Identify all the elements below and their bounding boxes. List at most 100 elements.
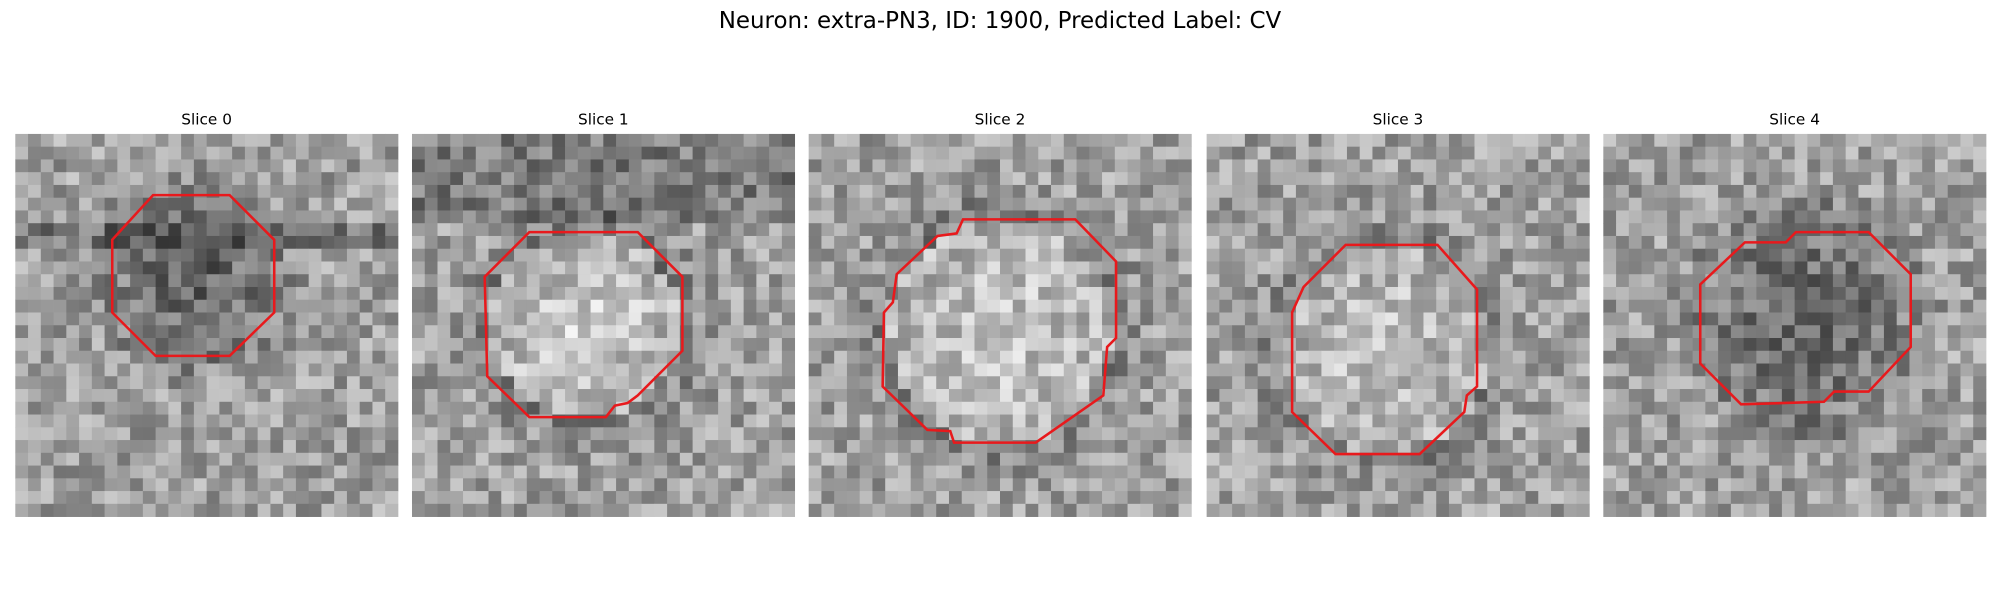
pixel <box>1718 363 1732 377</box>
pixel <box>1257 503 1271 517</box>
pixel <box>244 363 259 377</box>
pixel <box>1153 274 1167 288</box>
pixel <box>948 503 963 517</box>
pixel <box>1871 389 1885 403</box>
pixel <box>219 286 233 301</box>
pixel <box>168 338 182 352</box>
pixel <box>334 440 348 454</box>
pixel <box>117 274 131 288</box>
pixel <box>1461 478 1475 492</box>
pixel <box>1603 427 1617 441</box>
pixel <box>346 172 361 186</box>
pixel <box>424 248 438 262</box>
pixel <box>603 465 617 479</box>
pixel <box>359 261 373 275</box>
pixel <box>232 146 246 160</box>
pixel <box>552 350 566 364</box>
pixel <box>1883 210 1898 224</box>
pixel <box>1038 465 1052 479</box>
pixel <box>1679 350 1693 364</box>
pixel <box>104 159 118 173</box>
pixel <box>1934 503 1949 517</box>
pixel <box>821 350 835 364</box>
pixel <box>1628 338 1642 352</box>
pixel <box>1165 414 1179 428</box>
pixel <box>79 261 93 275</box>
pixel <box>526 146 540 160</box>
pixel <box>1756 299 1770 313</box>
pixel <box>1576 248 1590 262</box>
pixel <box>1448 401 1463 415</box>
pixel <box>1551 184 1565 199</box>
pixel <box>1423 325 1437 339</box>
pixel <box>385 503 399 517</box>
pixel <box>1346 491 1361 505</box>
pixel <box>769 440 783 454</box>
pixel <box>1063 146 1077 160</box>
pixel <box>219 414 233 428</box>
pixel <box>437 235 451 250</box>
pixel <box>66 427 80 441</box>
pixel <box>987 376 1001 390</box>
pixel <box>1896 133 1910 148</box>
pixel <box>756 197 770 211</box>
pixel <box>40 235 54 250</box>
pixel <box>1038 248 1052 262</box>
pixel <box>334 172 348 186</box>
pixel <box>948 299 963 313</box>
pixel <box>667 312 681 326</box>
pixel <box>948 286 963 301</box>
pixel <box>1756 325 1770 339</box>
pixel <box>1551 197 1565 211</box>
pixel <box>1283 184 1297 199</box>
pixel <box>1845 414 1859 428</box>
pixel <box>1270 401 1284 415</box>
pixel <box>1500 363 1514 377</box>
pixel <box>334 133 348 148</box>
pixel <box>1308 325 1322 339</box>
pixel <box>321 414 335 428</box>
pixel <box>1654 235 1668 250</box>
pixel <box>781 427 796 441</box>
pixel <box>936 376 950 390</box>
pixel <box>743 465 757 479</box>
pixel <box>910 235 924 250</box>
pixel <box>283 235 297 250</box>
pixel <box>437 491 451 505</box>
pixel <box>1102 503 1116 517</box>
pixel <box>283 350 297 364</box>
pixel <box>1165 389 1179 403</box>
pixel <box>743 184 757 199</box>
pixel <box>885 235 899 250</box>
pixel <box>385 325 399 339</box>
pixel <box>1308 478 1322 492</box>
pixel <box>679 427 693 441</box>
pixel <box>1410 325 1424 339</box>
pixel <box>885 286 899 301</box>
pixel <box>1436 491 1450 505</box>
pixel <box>1525 210 1539 224</box>
pixel <box>1756 491 1770 505</box>
pixel <box>1372 235 1386 250</box>
pixel <box>1667 159 1681 173</box>
pixel <box>450 261 464 275</box>
pixel <box>501 414 515 428</box>
pixel <box>1165 440 1179 454</box>
pixel <box>1051 491 1065 505</box>
pixel <box>590 235 604 250</box>
pixel <box>411 363 426 377</box>
pixel <box>526 465 540 479</box>
pixel <box>1321 286 1335 301</box>
pixel <box>1603 159 1617 173</box>
pixel <box>1730 133 1745 148</box>
pixel <box>1628 427 1642 441</box>
pixel <box>1679 261 1693 275</box>
pixel <box>1525 223 1539 237</box>
pixel <box>1346 133 1361 148</box>
pixel <box>1487 465 1501 479</box>
pixel <box>1781 465 1796 479</box>
pixel <box>411 286 426 301</box>
pixel <box>1807 274 1821 288</box>
pixel <box>846 223 861 237</box>
pixel <box>40 184 54 199</box>
